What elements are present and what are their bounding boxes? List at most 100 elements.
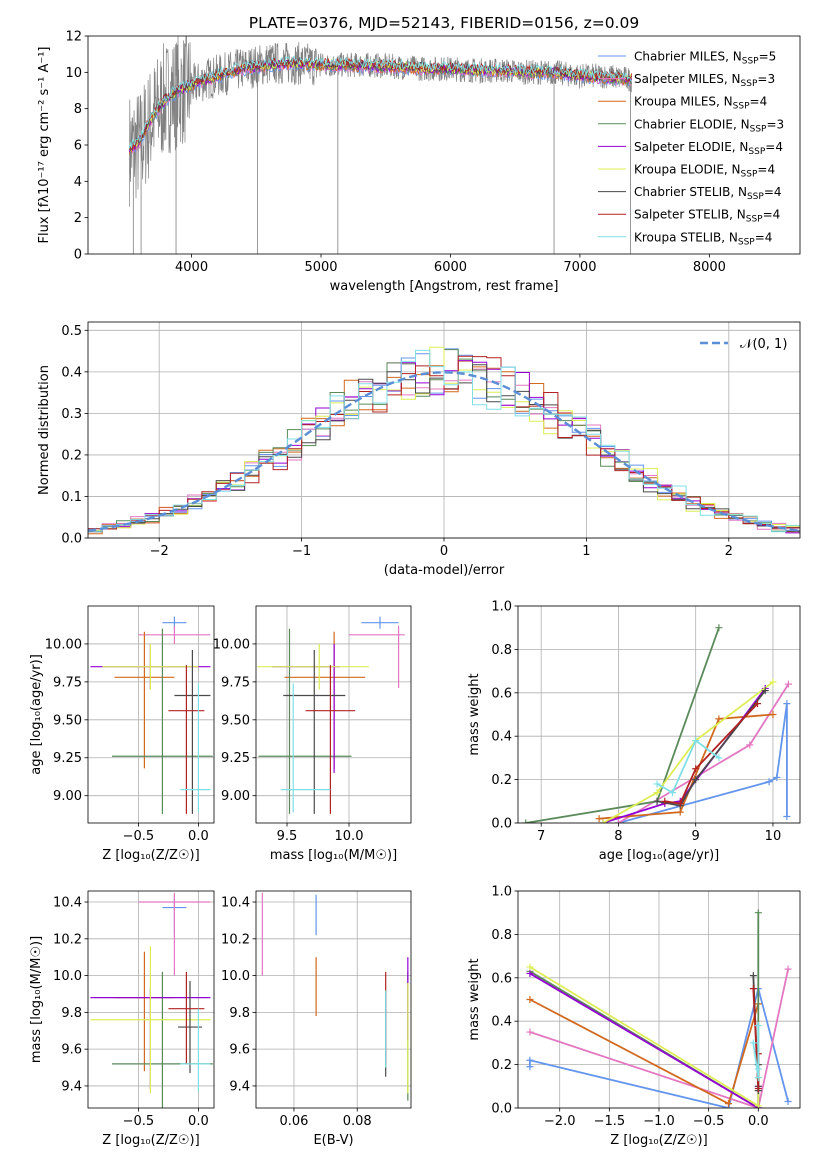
plot-area xyxy=(90,616,213,814)
y-tick-label: 9.8 xyxy=(61,1006,82,1021)
legend-label: Salpeter MILES, NSSP=3 xyxy=(634,72,775,89)
y-tick-label: 12 xyxy=(65,30,82,45)
y-tick-label: 0.0 xyxy=(61,532,82,547)
massweight-marker xyxy=(526,963,534,971)
y-tick-label: 0.4 xyxy=(61,365,82,380)
axes-frame xyxy=(87,890,215,1109)
y-tick-label: 9.6 xyxy=(61,1043,82,1058)
massweight-marker xyxy=(526,996,534,1003)
massweight-line xyxy=(599,713,774,820)
massweight-marker xyxy=(595,815,603,823)
y-tick-label: 9.75 xyxy=(53,675,82,690)
panel-age_vs_mass: 9.5 10.0 9.00 9.25 9.50 9.75 10.00 mass [log₁₀(… xyxy=(213,605,412,863)
massweight-marker xyxy=(769,678,777,686)
residual-legend: 𝒩(0, 1) xyxy=(700,337,787,352)
y-tick-label: 9.50 xyxy=(53,713,82,728)
massweight-marker xyxy=(783,700,791,708)
x-tick-label: 0.0 xyxy=(748,1114,769,1129)
y-tick-label: 0.6 xyxy=(491,686,512,701)
legend-label: Chabrier ELODIE, NSSP=3 xyxy=(634,117,784,134)
y-tick-label: 0.2 xyxy=(61,448,82,463)
massweight-line xyxy=(617,683,790,823)
massweight-marker xyxy=(761,687,769,695)
x-axis-label: E(B-V) xyxy=(313,1133,353,1148)
y-tick-label: 10 xyxy=(65,66,82,81)
massweight-marker xyxy=(754,1074,762,1082)
massweight-marker xyxy=(773,773,781,781)
x-tick-label: 8000 xyxy=(693,260,726,275)
y-tick-label: 0.6 xyxy=(491,971,512,986)
x-tick-label: 1 xyxy=(582,544,590,559)
x-tick-label: 7000 xyxy=(563,260,596,275)
massweight-marker xyxy=(526,969,534,977)
y-tick-label: 8 xyxy=(74,102,82,117)
panel-mass_vs_EBV: 0.06 0.08 9.4 9.6 9.8 10.0 10.2 10.4 E(B-V) xyxy=(221,890,412,1148)
y-tick-label: 2 xyxy=(74,211,82,226)
plot-area xyxy=(522,624,792,823)
massweight-marker xyxy=(676,808,684,816)
y-tick-label: 10.4 xyxy=(221,896,250,911)
massweight-marker xyxy=(715,624,723,632)
massweight-marker xyxy=(754,1084,762,1092)
massweight-marker xyxy=(784,680,792,688)
axes-frame xyxy=(87,605,215,824)
x-tick-label: 8 xyxy=(614,829,622,844)
massweight-marker xyxy=(692,776,700,784)
massweight-line xyxy=(618,703,788,823)
y-tick-label: 9.50 xyxy=(221,713,250,728)
x-tick-label: 7 xyxy=(537,829,545,844)
massweight-marker xyxy=(526,1063,534,1071)
x-axis-label: Z [log₁₀(Z/Z☉)] xyxy=(102,848,199,863)
y-tick-label: 9.4 xyxy=(61,1079,82,1094)
y-tick-label: 9.8 xyxy=(229,1006,250,1021)
panel-massweight_vs_Z: −2.0 −1.5 −1.0 −0.5 0.0 0.0 0.2 0.4 0.6 0.8 1.0 Z [… xyxy=(467,885,801,1148)
massweight-marker xyxy=(749,1039,757,1047)
y-tick-label: 0.0 xyxy=(491,1102,512,1117)
axes-frame xyxy=(255,605,412,824)
legend-label: Kroupa ELODIE, NSSP=4 xyxy=(634,163,775,180)
plot-area xyxy=(526,909,792,1108)
spectrum-model-line xyxy=(129,55,632,149)
x-tick-label: 4000 xyxy=(175,260,208,275)
y-axis-label: mass [log₁₀(M/M☉)] xyxy=(29,936,44,1063)
legend-label: Salpeter ELODIE, NSSP=4 xyxy=(634,140,783,157)
y-tick-label: 0.4 xyxy=(491,730,512,745)
legend-label: 𝒩(0, 1) xyxy=(740,337,787,352)
y-tick-label: 10.2 xyxy=(221,932,250,947)
plot-area xyxy=(257,616,405,814)
massweight-marker xyxy=(692,765,700,773)
massweight-marker xyxy=(754,700,762,708)
y-tick-label: 10.00 xyxy=(213,637,250,652)
x-tick-label: 10 xyxy=(765,829,782,844)
x-tick-label: −1 xyxy=(292,544,311,559)
y-tick-label: 1.0 xyxy=(491,600,512,615)
y-tick-label: 10.2 xyxy=(53,932,82,947)
massweight-marker xyxy=(784,965,792,973)
massweight-marker xyxy=(676,799,684,807)
massweight-marker xyxy=(754,1102,762,1108)
massweight-line xyxy=(656,690,766,807)
x-tick-label: 2 xyxy=(725,544,733,559)
x-axis-label: mass [log₁₀(M/M☉)] xyxy=(270,848,397,863)
y-tick-label: 0.2 xyxy=(491,773,512,788)
y-axis-label: Flux [fλ10⁻¹⁷ erg cm⁻² s⁻¹ A⁻¹] xyxy=(37,47,52,244)
massweight-marker xyxy=(653,780,661,788)
panel-age_vs_Z: −0.5 0.0 9.00 9.25 9.50 9.75 10.00 Z [log₁₀(Z/Z… xyxy=(29,605,215,863)
y-tick-label: 9.75 xyxy=(221,675,250,690)
y-tick-label: 9.00 xyxy=(53,789,82,804)
x-axis-label: Z [log₁₀(Z/Z☉)] xyxy=(610,1133,707,1148)
y-tick-label: 0.2 xyxy=(491,1058,512,1073)
massweight-marker xyxy=(599,819,607,823)
gaussian-curve xyxy=(88,371,800,532)
legend-label: Salpeter STELIB, NSSP=4 xyxy=(634,208,780,225)
x-tick-label: 9.5 xyxy=(277,829,298,844)
y-axis-label: mass weight xyxy=(467,673,482,755)
x-tick-label: 0 xyxy=(440,544,448,559)
panel-mass_vs_Z: −0.5 0.0 9.4 9.6 9.8 10.0 10.2 10.4 Z [log₁₀(Z/Z… xyxy=(29,890,215,1148)
massweight-marker xyxy=(749,985,757,993)
x-axis-label: wavelength [Angstrom, rest frame] xyxy=(330,279,559,294)
spectrum-data-line xyxy=(129,36,632,207)
massweight-marker xyxy=(746,741,754,749)
y-tick-label: 0.8 xyxy=(491,643,512,658)
